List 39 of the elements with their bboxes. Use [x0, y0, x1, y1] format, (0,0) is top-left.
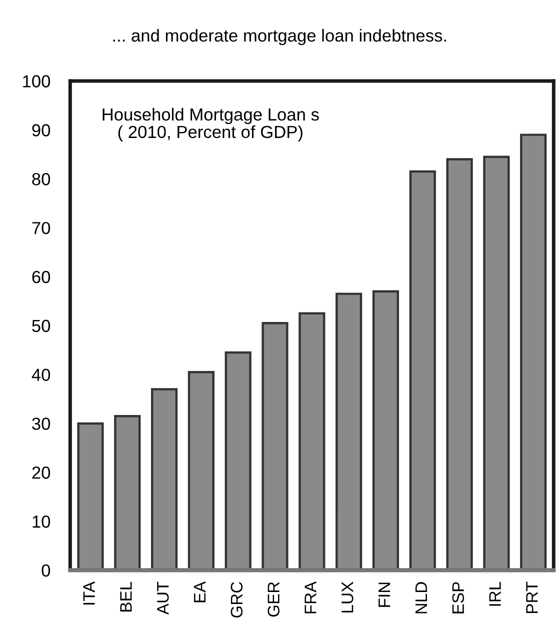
bar: [372, 290, 400, 570]
y-tick-label: 0: [42, 564, 50, 577]
y-tick-label: 60: [32, 270, 50, 284]
y-tick-label: 20: [32, 466, 50, 479]
text: Household Mortgage Loan s ( 2010, Percent of GDP): [102, 108, 319, 142]
x-tick-label: BEL: [120, 582, 132, 612]
bar: [446, 158, 473, 570]
x-tick-label: IRL: [489, 582, 501, 606]
x-tick-label: GRC: [230, 582, 243, 618]
bar: [298, 312, 326, 570]
bar: [188, 370, 214, 570]
x-tick-label: EA: [194, 581, 206, 602]
y-tick-label: 50: [32, 320, 50, 332]
bar: [520, 134, 547, 570]
y-tick-label: 90: [32, 124, 50, 136]
bar: [336, 292, 362, 570]
bar: [483, 156, 510, 570]
y-tick-label: 80: [32, 173, 50, 186]
x-tick-label: ITA: [83, 581, 95, 604]
bar: [151, 388, 178, 570]
y-tick-label: 100: [23, 75, 50, 88]
bar: [224, 351, 252, 570]
y-tick-label: 40: [32, 368, 50, 381]
x-tick-label: GER: [268, 582, 280, 617]
bar: [77, 422, 104, 570]
x-tick-label: FRA: [304, 581, 316, 614]
y-tick-label: 30: [32, 418, 50, 430]
y-tick-label: 70: [32, 222, 50, 234]
bar: [114, 415, 141, 570]
x-tick-label: NLD: [415, 582, 427, 614]
x-tick-label: FIN: [378, 582, 390, 607]
bar: [262, 322, 288, 570]
x-tick-label: ESP: [452, 582, 464, 614]
x-tick-label: AUT: [157, 582, 169, 615]
x-tick-label: LUX: [342, 582, 354, 612]
x-tick-label: PRT: [526, 582, 538, 614]
y-tick-label: 10: [32, 515, 50, 528]
bar: [409, 170, 436, 570]
chart-title: ... and moderate mortgage loan indebtness.: [113, 28, 446, 46]
